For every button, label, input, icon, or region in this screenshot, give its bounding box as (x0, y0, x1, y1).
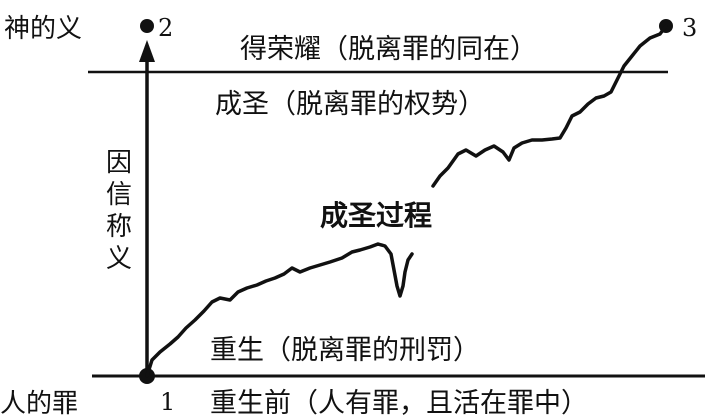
point-1-label: 1 (160, 388, 175, 416)
sanctification-power-label: 成圣（脱离罪的权势） (215, 89, 485, 120)
left-bottom-label: 人的罪 (0, 389, 78, 419)
sanctification-curve-lower (145, 242, 414, 378)
point-2-label: 2 (158, 14, 173, 42)
regeneration-label: 重生（脱离罪的刑罚） (210, 335, 480, 366)
axis-label-char-1: 因 (106, 148, 132, 178)
left-top-label: 神的义 (4, 14, 82, 44)
axis-arrowhead (139, 40, 155, 62)
axis-label-char-4: 义 (106, 244, 132, 274)
before-regeneration-label: 重生前（人有罪，且活在罪中） (210, 388, 588, 419)
axis-label-char-3: 称 (106, 212, 132, 242)
point-2 (140, 19, 154, 33)
process-label: 成圣过程 (320, 199, 432, 232)
axis-label-char-2: 信 (106, 180, 132, 210)
glory-label: 得荣耀（脱离罪的同在） (240, 34, 537, 65)
sanctification-curve-upper (431, 24, 668, 188)
point-3-label: 3 (682, 14, 697, 42)
